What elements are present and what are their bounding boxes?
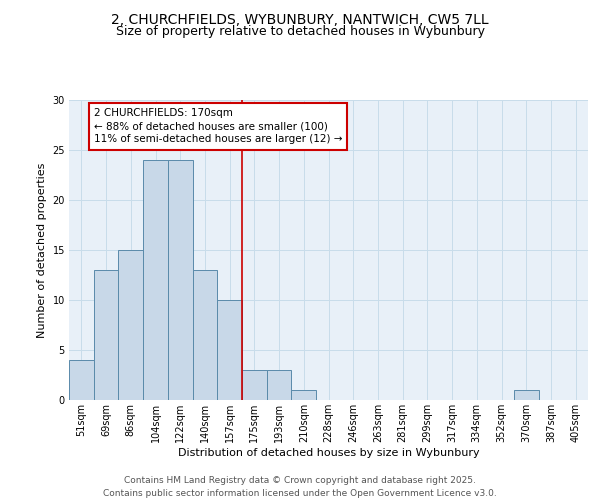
Y-axis label: Number of detached properties: Number of detached properties: [37, 162, 47, 338]
Bar: [217, 300, 242, 400]
Bar: [94, 270, 118, 400]
Bar: [69, 360, 94, 400]
Bar: [118, 250, 143, 400]
Bar: [292, 390, 316, 400]
Bar: [242, 370, 267, 400]
Text: 2, CHURCHFIELDS, WYBUNBURY, NANTWICH, CW5 7LL: 2, CHURCHFIELDS, WYBUNBURY, NANTWICH, CW…: [111, 12, 489, 26]
Bar: [267, 370, 292, 400]
Bar: [168, 160, 193, 400]
Text: 2 CHURCHFIELDS: 170sqm
← 88% of detached houses are smaller (100)
11% of semi-de: 2 CHURCHFIELDS: 170sqm ← 88% of detached…: [94, 108, 342, 144]
Text: Contains HM Land Registry data © Crown copyright and database right 2025.
Contai: Contains HM Land Registry data © Crown c…: [103, 476, 497, 498]
Bar: [193, 270, 217, 400]
Text: Size of property relative to detached houses in Wybunbury: Size of property relative to detached ho…: [115, 25, 485, 38]
X-axis label: Distribution of detached houses by size in Wybunbury: Distribution of detached houses by size …: [178, 448, 479, 458]
Bar: [143, 160, 168, 400]
Bar: [514, 390, 539, 400]
